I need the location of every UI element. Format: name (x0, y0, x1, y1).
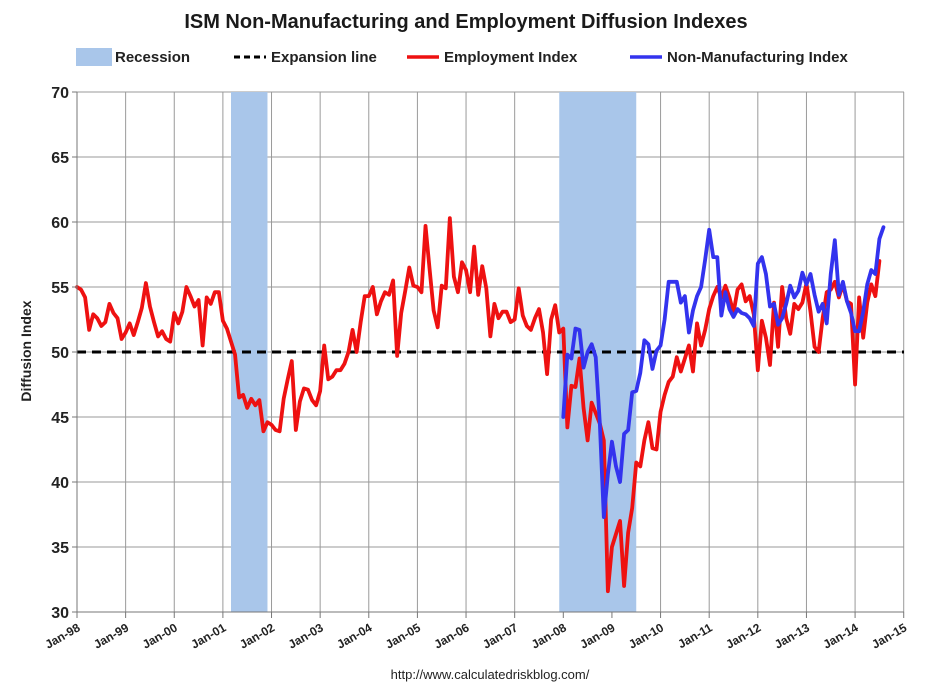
y-tick-label-35: 35 (51, 540, 69, 557)
x-tick-label-Jan-12: Jan-12 (723, 620, 763, 651)
legend-item-employment: Employment Index (407, 49, 578, 66)
x-tick-label-Jan-03: Jan-03 (286, 620, 326, 651)
y-tick-label-40: 40 (51, 475, 69, 492)
x-tick-label-Jan-06: Jan-06 (432, 620, 472, 651)
x-tick-label-Jan-15: Jan-15 (869, 620, 909, 651)
x-tick-label-Jan-10: Jan-10 (626, 620, 666, 651)
x-tick-label-Jan-05: Jan-05 (383, 620, 423, 651)
x-tick-label-Jan-00: Jan-00 (140, 620, 180, 651)
axes (72, 91, 905, 618)
y-tick-labels: 30 35 40 45 50 55 60 65 70 (51, 85, 69, 622)
legend-label-expansion: Expansion line (271, 49, 377, 66)
gridlines (77, 91, 905, 613)
x-tick-labels: Jan-98 Jan-99 Jan-00 Jan-01 Jan-02 Jan-03 Jan-… (43, 620, 910, 651)
x-tick-label-Jan-04: Jan-04 (334, 620, 374, 651)
legend-label-nonmfg: Non-Manufacturing Index (667, 49, 848, 66)
y-axis-label: Diffusion Index (18, 300, 34, 401)
legend-label-employment: Employment Index (444, 49, 578, 66)
series-line-non-manufacturing-index (561, 225, 886, 519)
legend-label-recession: Recession (115, 49, 190, 66)
x-tick-label-Jan-09: Jan-09 (577, 620, 617, 651)
x-tick-label-Jan-98: Jan-98 (43, 620, 83, 651)
y-tick-label-65: 65 (51, 150, 69, 167)
x-tick-label-Jan-14: Jan-14 (821, 620, 861, 651)
x-tick-label-Jan-99: Jan-99 (91, 620, 131, 651)
x-tick-label-Jan-01: Jan-01 (188, 620, 228, 651)
series-line-employment-index (75, 216, 882, 594)
x-tick-label-Jan-11: Jan-11 (675, 620, 715, 651)
y-tick-label-30: 30 (51, 605, 69, 622)
y-tick-label-45: 45 (51, 410, 69, 427)
source-url: http://www.calculatedriskblog.com/ (391, 667, 590, 682)
legend-swatch-recession (76, 48, 112, 66)
y-tick-label-55: 55 (51, 280, 69, 297)
x-tick-label-Jan-02: Jan-02 (237, 620, 277, 651)
y-tick-label-70: 70 (51, 85, 69, 102)
x-tick-label-Jan-08: Jan-08 (529, 620, 569, 651)
legend-item-nonmfg: Non-Manufacturing Index (630, 49, 848, 66)
series-lines (75, 216, 886, 594)
x-tick-label-Jan-07: Jan-07 (480, 620, 520, 651)
y-tick-label-60: 60 (51, 215, 69, 232)
chart-title: ISM Non-Manufacturing and Employment Dif… (184, 11, 747, 33)
legend-item-expansion: Expansion line (234, 49, 377, 66)
x-tick-label-Jan-13: Jan-13 (772, 620, 812, 651)
legend: Recession Expansion line Employment Index N… (76, 48, 848, 66)
legend-item-recession: Recession (76, 48, 190, 66)
y-tick-label-50: 50 (51, 345, 69, 362)
